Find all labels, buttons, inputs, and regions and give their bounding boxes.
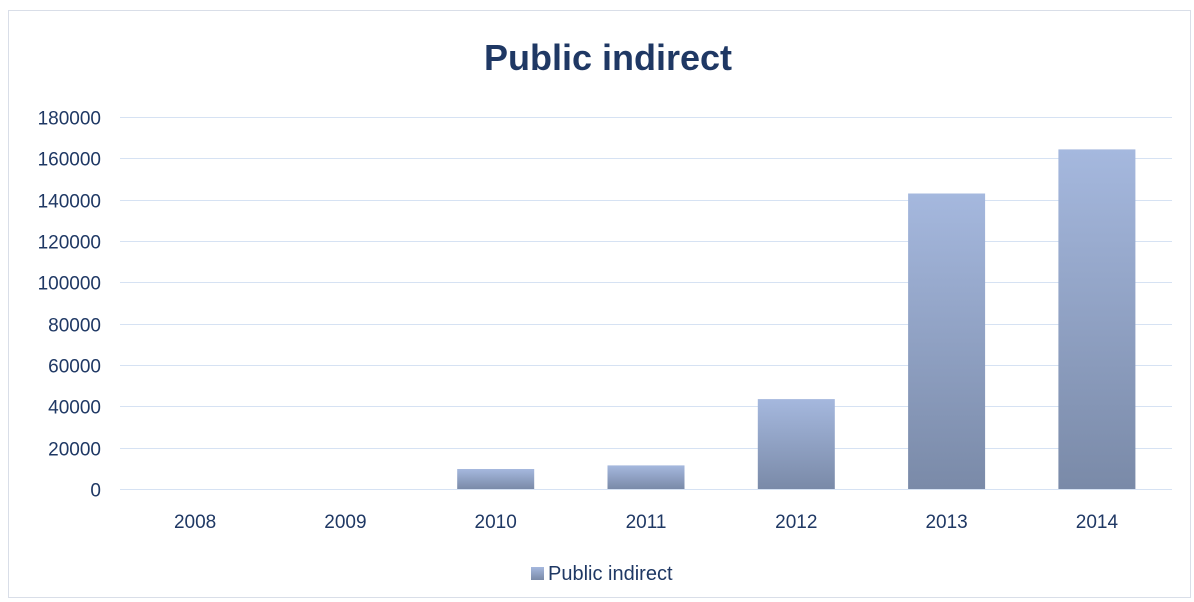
legend: Public indirect <box>531 563 673 585</box>
y-tick-label: 0 <box>90 481 101 502</box>
bar-2013 <box>908 193 986 489</box>
bar-2012 <box>757 399 835 489</box>
bar-2014 <box>1058 149 1136 489</box>
x-tick-label: 2013 <box>925 512 967 533</box>
x-tick-label: 2008 <box>174 512 216 533</box>
bar-2010 <box>457 469 535 489</box>
legend-label: Public indirect <box>548 563 673 585</box>
chart-frame <box>8 10 1191 598</box>
y-tick-label: 80000 <box>48 316 101 337</box>
legend-swatch <box>531 567 544 580</box>
gridlines <box>120 117 1172 490</box>
y-tick-label: 120000 <box>38 233 101 254</box>
y-axis-tick-labels: 0 20000 40000 60000 80000 100000 120000 140000 1… <box>38 109 101 502</box>
chart-title: Public indirect <box>484 37 732 78</box>
x-tick-label: 2009 <box>324 512 366 533</box>
x-tick-label: 2014 <box>1076 512 1119 533</box>
y-tick-label: 20000 <box>48 440 101 461</box>
y-tick-label: 60000 <box>48 357 101 378</box>
x-tick-label: 2011 <box>626 512 667 533</box>
x-axis-tick-labels: 2008 2009 2010 2011 2012 2013 2014 <box>174 512 1119 533</box>
x-tick-label: 2010 <box>475 512 517 533</box>
y-tick-label: 40000 <box>48 398 101 419</box>
x-tick-label: 2012 <box>775 512 817 533</box>
y-tick-label: 140000 <box>38 192 101 213</box>
y-tick-label: 100000 <box>38 274 101 295</box>
bar-2011 <box>607 465 685 489</box>
bars <box>457 149 1136 489</box>
y-tick-label: 160000 <box>38 150 101 171</box>
y-tick-label: 180000 <box>38 109 101 130</box>
